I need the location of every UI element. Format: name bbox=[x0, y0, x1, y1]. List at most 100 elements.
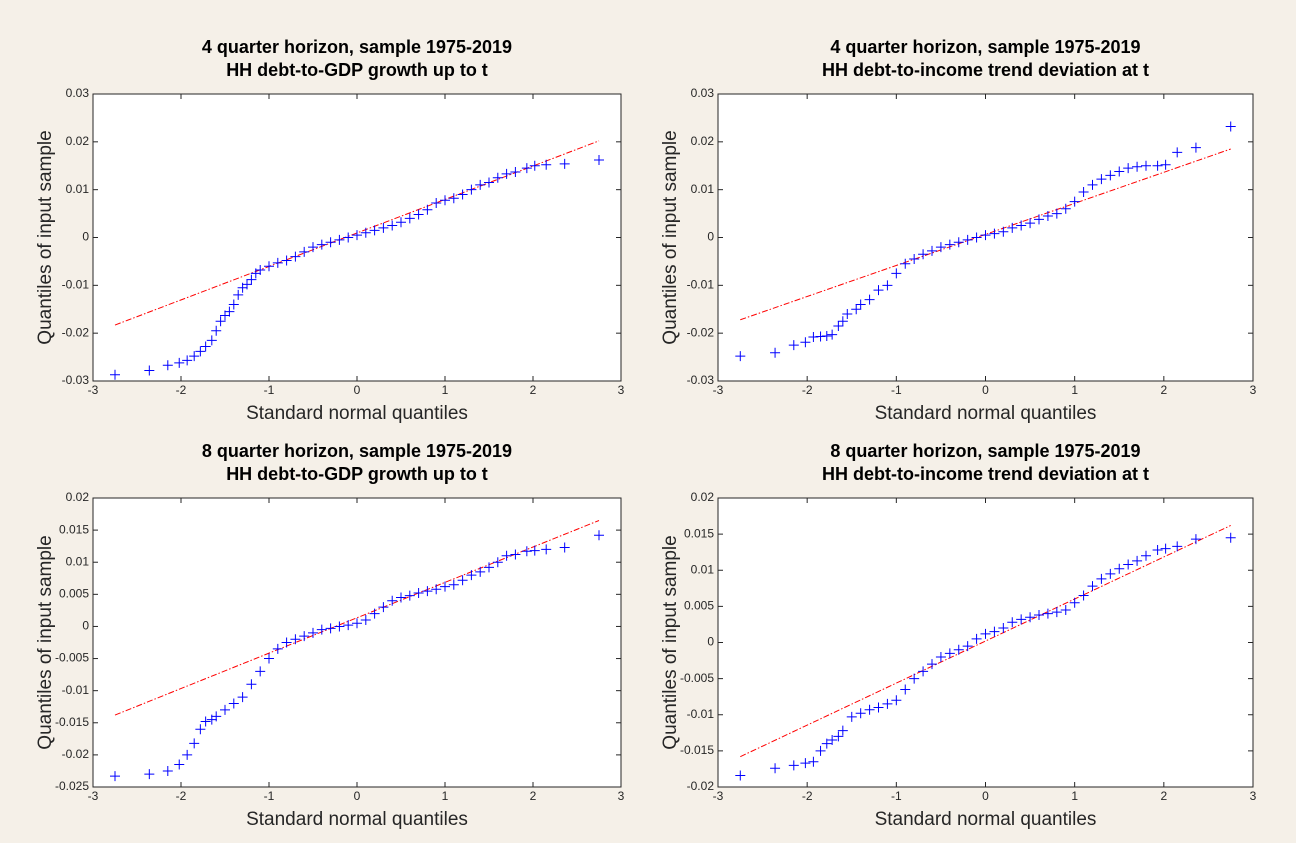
data-point bbox=[521, 546, 532, 557]
chart-title: 8 quarter horizon, sample 1975-2019 bbox=[202, 441, 512, 461]
x-tick-label: 0 bbox=[982, 789, 989, 803]
data-point bbox=[1042, 210, 1053, 221]
y-tick-label: -0.01 bbox=[687, 707, 715, 721]
data-point bbox=[770, 347, 781, 358]
data-point bbox=[387, 595, 398, 606]
x-axis-label: Standard normal quantiles bbox=[875, 809, 1097, 830]
data-point bbox=[864, 704, 875, 715]
data-point bbox=[1114, 563, 1125, 574]
chart-subtitle: HH debt-to-income trend deviation at t bbox=[822, 464, 1149, 484]
data-point bbox=[316, 239, 327, 250]
data-point bbox=[299, 246, 310, 257]
data-point bbox=[1007, 617, 1018, 628]
x-tick-label: -3 bbox=[713, 789, 724, 803]
data-point bbox=[1132, 161, 1143, 172]
data-point bbox=[909, 673, 920, 684]
data-point bbox=[541, 159, 552, 170]
y-tick-label: -0.015 bbox=[680, 743, 714, 757]
data-point bbox=[144, 365, 155, 376]
data-point bbox=[325, 623, 336, 634]
chart-subtitle: HH debt-to-income trend deviation at t bbox=[822, 60, 1149, 80]
data-point bbox=[343, 232, 354, 243]
x-tick-label: 3 bbox=[618, 789, 625, 803]
y-tick-label: -0.01 bbox=[687, 278, 715, 292]
data-point bbox=[864, 294, 875, 305]
x-tick-label: 2 bbox=[530, 383, 537, 397]
data-point bbox=[211, 325, 222, 336]
chart-title: 8 quarter horizon, sample 1975-2019 bbox=[830, 441, 1140, 461]
data-point bbox=[1078, 590, 1089, 601]
y-tick-label: 0 bbox=[707, 635, 714, 649]
data-point bbox=[944, 648, 955, 659]
data-point bbox=[1160, 159, 1171, 170]
data-point bbox=[308, 242, 318, 253]
data-point bbox=[800, 337, 811, 348]
data-point bbox=[422, 204, 433, 215]
data-point bbox=[246, 679, 257, 690]
data-point bbox=[1069, 597, 1080, 608]
plot-area bbox=[110, 520, 604, 782]
x-tick-label: 1 bbox=[1071, 789, 1078, 803]
y-tick-label: -0.02 bbox=[62, 747, 90, 761]
data-point bbox=[1025, 218, 1036, 229]
data-point bbox=[1096, 174, 1107, 185]
x-tick-label: 1 bbox=[442, 383, 449, 397]
data-point bbox=[352, 230, 362, 241]
data-point bbox=[1096, 573, 1107, 584]
data-point bbox=[457, 575, 468, 586]
data-point bbox=[1160, 543, 1171, 554]
data-point bbox=[369, 608, 380, 619]
data-point bbox=[1172, 541, 1183, 552]
data-point bbox=[927, 659, 937, 670]
data-point bbox=[927, 245, 937, 256]
data-point bbox=[413, 588, 424, 599]
data-point bbox=[1087, 581, 1098, 592]
y-tick-label: 0 bbox=[82, 230, 89, 244]
plot-area bbox=[735, 121, 1236, 362]
data-point bbox=[162, 765, 173, 776]
data-point bbox=[735, 351, 746, 362]
data-point bbox=[989, 228, 1000, 239]
data-point bbox=[501, 168, 512, 179]
data-point bbox=[851, 304, 862, 315]
x-tick-label: -2 bbox=[176, 789, 187, 803]
data-point bbox=[971, 633, 982, 644]
axes-box bbox=[717, 93, 1254, 382]
plot-area bbox=[110, 140, 604, 380]
data-point bbox=[110, 369, 120, 380]
data-point bbox=[833, 320, 844, 331]
y-tick-label: 0.005 bbox=[59, 587, 89, 601]
data-point bbox=[559, 542, 570, 553]
x-tick-label: -1 bbox=[891, 383, 902, 397]
data-point bbox=[882, 698, 893, 709]
data-point bbox=[440, 195, 450, 206]
data-point bbox=[431, 584, 442, 595]
data-point bbox=[808, 756, 819, 767]
data-point bbox=[352, 618, 362, 629]
y-tick-label: -0.03 bbox=[687, 373, 715, 387]
data-point bbox=[935, 651, 946, 662]
data-point bbox=[827, 735, 838, 746]
data-point bbox=[837, 725, 848, 736]
data-point bbox=[1141, 160, 1151, 171]
data-point bbox=[343, 620, 354, 631]
data-point bbox=[387, 220, 398, 231]
data-point bbox=[378, 602, 389, 613]
data-point bbox=[1042, 608, 1053, 619]
data-point bbox=[1078, 187, 1089, 198]
data-point bbox=[233, 289, 244, 300]
data-point bbox=[422, 586, 433, 597]
data-point bbox=[833, 731, 844, 742]
x-axis-label: Standard normal quantiles bbox=[246, 809, 468, 830]
y-axis-label: Quantiles of input sample bbox=[660, 130, 681, 344]
x-tick-label: 3 bbox=[1250, 789, 1257, 803]
y-tick-label: -0.005 bbox=[680, 671, 714, 685]
data-point bbox=[200, 341, 211, 352]
x-tick-label: -2 bbox=[176, 383, 187, 397]
data-point bbox=[735, 770, 746, 781]
y-tick-label: 0.01 bbox=[691, 182, 715, 196]
x-tick-label: -1 bbox=[264, 383, 275, 397]
data-point bbox=[475, 566, 486, 577]
data-point bbox=[846, 711, 857, 722]
